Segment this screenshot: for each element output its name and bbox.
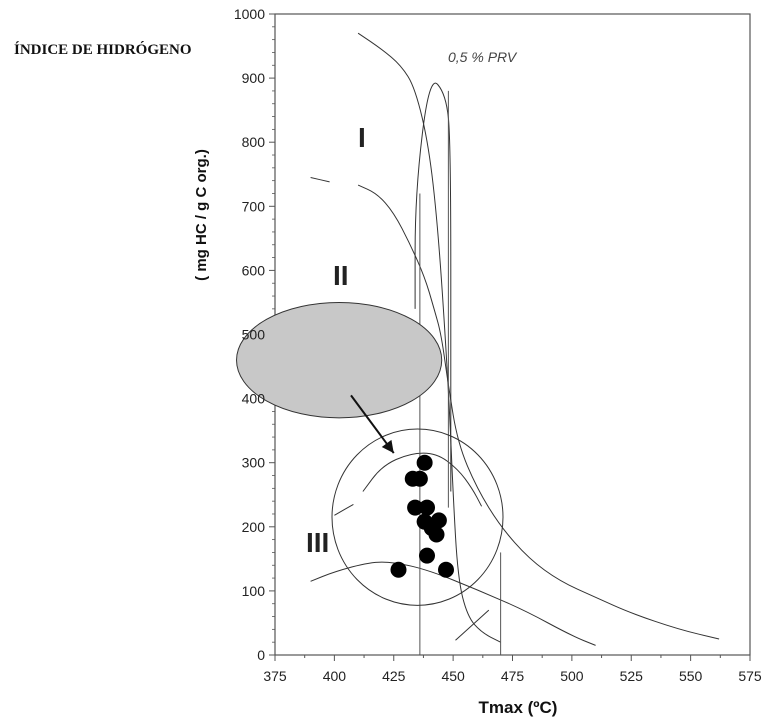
data-point	[438, 561, 454, 578]
type-iii-upper-curve	[362, 452, 483, 507]
small-bottom-curve	[455, 609, 490, 641]
small-dash-curve	[334, 503, 354, 516]
x-tick-label: 425	[382, 668, 406, 684]
data-point	[416, 454, 433, 471]
curves-layer	[310, 32, 720, 655]
y-axis-title: ( mg HC / g C org.)	[193, 149, 210, 281]
type-iii-label: III	[306, 527, 329, 558]
x-tick-label: 550	[679, 668, 703, 684]
prv-label: 0,5 % PRV	[448, 49, 518, 65]
data-point	[411, 470, 428, 487]
shapes-layer	[236, 301, 504, 606]
type-ii-blob	[236, 301, 443, 419]
y-tick-label: 900	[242, 70, 266, 86]
y-tick-label: 600	[242, 262, 266, 278]
y-tick-label: 400	[242, 391, 266, 407]
y-tick-label: 800	[242, 134, 266, 150]
x-tick-label: 500	[560, 668, 584, 684]
data-point	[419, 499, 435, 516]
chart-title: ÍNDICE DE HIDRÓGENO	[14, 41, 192, 58]
data-point	[428, 526, 445, 543]
x-tick-label: 375	[263, 668, 287, 684]
type-ii-label: II	[333, 260, 349, 291]
y-tick-label: 100	[242, 583, 266, 599]
data-point	[419, 547, 435, 564]
type-ii-curve	[357, 184, 720, 640]
x-tick-label: 475	[501, 668, 525, 684]
y-tick-label: 1000	[234, 6, 265, 22]
y-tick-label: 200	[242, 519, 266, 535]
x-tick-label: 525	[620, 668, 644, 684]
type-i-label: I	[358, 122, 366, 153]
arrow-head	[381, 439, 394, 454]
x-axis-title: Tmax (ºC)	[479, 698, 558, 717]
type-ii-dash-curve	[310, 177, 330, 183]
points-layer	[390, 454, 454, 578]
y-tick-label: 0	[257, 647, 265, 663]
type-iii-lower-curve	[310, 561, 596, 646]
cluster-ellipse	[331, 428, 504, 606]
y-tick-label: 500	[242, 327, 266, 343]
x-tick-label: 575	[738, 668, 762, 684]
x-tick-label: 450	[441, 668, 465, 684]
tick-labels: 375 400 425 450 475 500 525 550 575 0 100 200 300 400…	[234, 6, 762, 684]
data-point	[407, 499, 424, 516]
data-point	[390, 561, 407, 578]
y-tick-label: 700	[242, 198, 266, 214]
y-tick-label: 300	[242, 455, 266, 471]
x-tick-label: 400	[323, 668, 347, 684]
type-i-curve	[357, 32, 501, 643]
